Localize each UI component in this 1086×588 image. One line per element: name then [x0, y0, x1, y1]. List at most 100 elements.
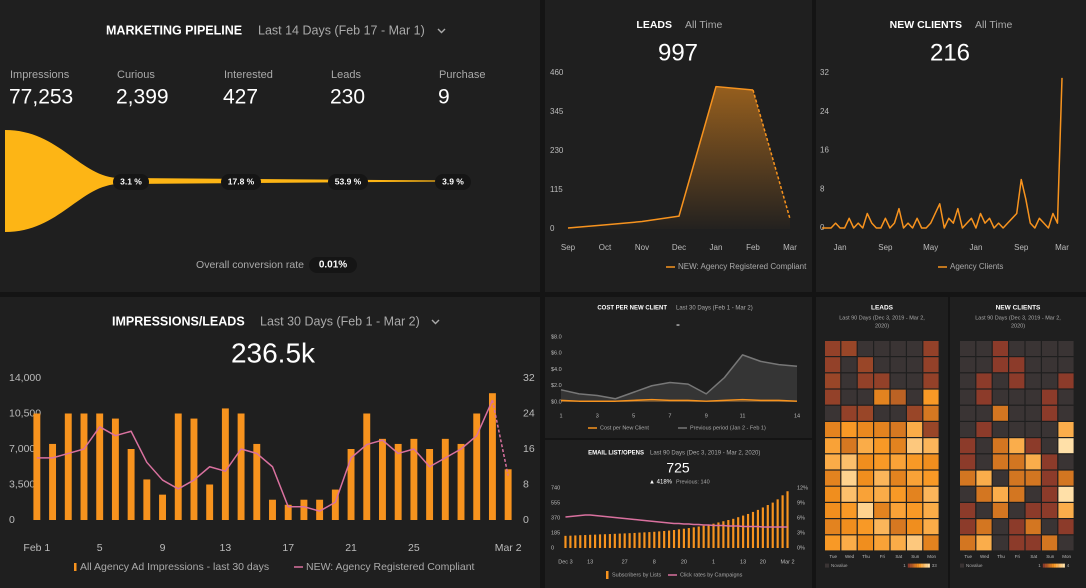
heat-cell [825, 357, 841, 373]
heat-cell [1042, 503, 1058, 518]
heat-cell [907, 470, 923, 486]
scale-step [1045, 563, 1048, 568]
series-area [561, 354, 797, 402]
x-tick-label: Oct [599, 243, 612, 252]
heat-cell [1058, 438, 1074, 454]
heat-cell [1025, 519, 1041, 535]
bar [584, 535, 587, 548]
x-tick-label: Mar [1055, 243, 1069, 252]
heat-cell [857, 389, 873, 405]
heat-cell [825, 470, 841, 486]
bar [143, 479, 151, 520]
heat-cell [960, 519, 976, 535]
heat-cell [1025, 470, 1041, 486]
heat-cell [1042, 470, 1058, 486]
y-tick-label: 8 [523, 478, 529, 490]
bar [284, 504, 292, 520]
bar [756, 509, 760, 548]
y-tick-label: 345 [550, 107, 564, 116]
heat-cell [907, 535, 923, 551]
bar [457, 443, 465, 520]
panel-title: COST PER NEW CLIENT [597, 306, 667, 312]
chevron[interactable] [431, 319, 440, 325]
period-dropdown[interactable]: Last 14 Days (Feb 17 - Mar 1) [258, 23, 425, 37]
heat-cell [874, 373, 890, 389]
heat-cell [976, 503, 992, 518]
heat-cell [857, 503, 873, 518]
x-tick-label: 3 [596, 413, 599, 419]
heat-cell [857, 357, 873, 373]
heat-cell [976, 357, 992, 373]
conversion-rate: 3.1 % [120, 176, 142, 186]
column-label: Thu [862, 554, 870, 559]
bar [781, 495, 784, 548]
heat-cell [1058, 470, 1074, 486]
period-dropdown[interactable]: Last 30 Days (Feb 1 - Mar 2) [260, 314, 420, 328]
y-tick-label: 32 [820, 68, 829, 77]
y-tick-label: 16 [820, 146, 829, 155]
heat-cell [825, 503, 841, 518]
heat-cell [1025, 373, 1041, 389]
heat-cell [825, 519, 841, 535]
heat-cell [890, 486, 906, 502]
stage-value: 77,253 [9, 86, 73, 109]
y-tick-label: 0 [523, 514, 529, 526]
panel [545, 297, 812, 438]
scale-step [912, 563, 915, 568]
bar [127, 449, 135, 520]
column-label: Fri [880, 554, 885, 559]
bar [682, 528, 685, 548]
period-dropdown[interactable]: Last 30 Days (Feb 1 - Mar 2) [676, 306, 753, 312]
heat-cell [874, 357, 890, 373]
heat-cell [1009, 486, 1025, 502]
heat-cell [1042, 357, 1058, 373]
heat-cell [874, 503, 890, 518]
heat-cell [841, 389, 857, 405]
bar [33, 413, 41, 520]
x-tick-label: Jan [834, 243, 847, 252]
heat-cell [890, 470, 906, 486]
heat-cell [907, 438, 923, 454]
heat-cell [825, 373, 841, 389]
bar [653, 531, 656, 548]
x-tick-label: Sep [1014, 243, 1029, 252]
heat-cell [1042, 341, 1058, 356]
y-tick-label: 12% [797, 485, 808, 491]
bar [786, 491, 789, 548]
heat-cell [976, 405, 992, 421]
heat-cell [1042, 535, 1058, 551]
heat-cell [874, 341, 890, 356]
bar [394, 443, 402, 520]
heat-cell [960, 454, 976, 470]
heat-cell [874, 422, 890, 437]
bar [672, 530, 676, 548]
heat-cell [1042, 389, 1058, 405]
bar [316, 499, 324, 520]
bar [379, 438, 386, 520]
legend-label: NEW: Agency Registered Compliant [306, 561, 475, 573]
x-tick-label: Jan [970, 243, 983, 252]
heat-cell [825, 341, 841, 356]
period-dropdown[interactable]: Last 90 Days (Dec 3, 2019 - Mar 2, 2020) [650, 451, 760, 457]
series-line [560, 354, 798, 400]
panel-subtitle: 2020) [1011, 323, 1025, 329]
y-tick-label: 0 [9, 514, 15, 526]
x-tick-label: 9 [160, 542, 166, 554]
heat-cell [890, 422, 906, 437]
x-tick-label: 25 [408, 542, 420, 554]
heat-cell [976, 519, 992, 535]
series-line [560, 398, 798, 402]
bar [668, 530, 671, 548]
chevron[interactable] [437, 28, 446, 34]
bar [677, 529, 681, 548]
x-tick-label: Feb 1 [23, 542, 50, 554]
legend-label: Click rates by Campaigns [680, 572, 743, 578]
bar [638, 532, 641, 548]
legend-swatch [960, 563, 964, 568]
heat-cell [874, 470, 890, 486]
heat-cell [1058, 454, 1074, 470]
scale-step [1047, 563, 1050, 568]
x-tick-label: Jan [710, 243, 723, 252]
x-tick-label: 20 [760, 559, 766, 565]
heat-cell [992, 341, 1008, 356]
